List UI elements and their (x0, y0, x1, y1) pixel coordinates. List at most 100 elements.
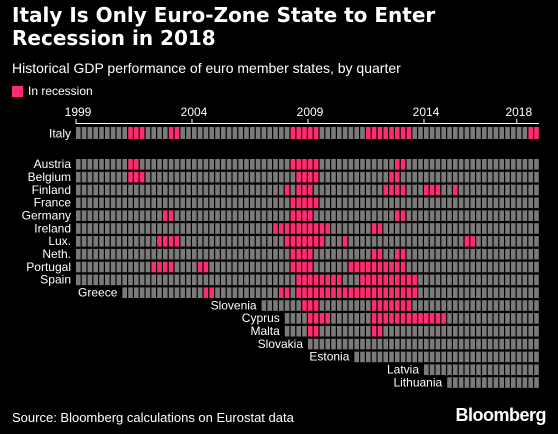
cell-growth (493, 313, 499, 324)
cell-growth (400, 223, 406, 234)
cell-growth (522, 300, 528, 311)
cell-recession (395, 248, 400, 260)
cell-growth (429, 300, 435, 311)
cell-growth (221, 287, 226, 298)
cell-growth (476, 236, 481, 247)
cell-growth (105, 236, 110, 247)
cell-growth (186, 184, 191, 196)
cell-growth (110, 236, 116, 247)
cell-growth (134, 184, 139, 196)
cell-growth (453, 159, 458, 170)
cell-growth (186, 210, 191, 221)
cell-growth (406, 248, 412, 260)
cell-growth (458, 159, 464, 170)
cell-growth (389, 351, 394, 363)
cell-growth (180, 159, 185, 170)
cell-growth (221, 236, 226, 247)
cell-recession (377, 300, 383, 311)
cell-growth (81, 261, 87, 273)
cell-recession (319, 274, 325, 286)
cell-growth (116, 261, 122, 273)
cell-growth (395, 197, 400, 209)
cell-recession (313, 313, 319, 324)
cell-growth (476, 287, 481, 298)
cell-growth (145, 171, 151, 183)
cell-growth (476, 159, 481, 170)
cell-growth (406, 236, 412, 247)
cell-growth (197, 184, 203, 196)
cell-growth (528, 313, 533, 324)
cell-growth (487, 171, 493, 183)
cell-growth (273, 236, 278, 247)
cell-recession (313, 159, 319, 170)
cell-growth (458, 236, 464, 247)
cell-recession (389, 274, 394, 286)
cell-growth (81, 184, 87, 196)
cell-growth (348, 248, 354, 260)
cell-recession (424, 313, 429, 324)
cell-growth (487, 351, 493, 363)
chart-subtitle: Historical GDP performance of euro membe… (12, 60, 401, 76)
cell-growth (226, 236, 232, 247)
cell-recession (406, 300, 412, 311)
row-malta: Malta (250, 324, 539, 338)
cell-growth (186, 248, 191, 260)
cell-growth (163, 248, 168, 260)
cell-recession (389, 127, 394, 139)
cell-growth (110, 159, 116, 170)
cell-growth (435, 338, 441, 350)
cell-recession (308, 300, 313, 311)
cell-growth (534, 223, 539, 234)
cell-growth (180, 171, 185, 183)
cell-recession (319, 287, 325, 298)
cell-recession (377, 274, 383, 286)
cell-growth (458, 210, 464, 221)
cell-growth (250, 236, 255, 247)
cell-growth (232, 236, 238, 247)
cell-growth (203, 274, 209, 286)
cell-growth (447, 159, 452, 170)
row-label: Slovakia (258, 337, 304, 351)
cell-growth (522, 159, 528, 170)
cell-growth (128, 261, 133, 273)
cell-growth (377, 159, 383, 170)
cell-growth (308, 338, 313, 350)
cell-growth (99, 159, 104, 170)
cell-recession (429, 313, 435, 324)
cell-growth (482, 364, 487, 376)
cell-growth (429, 197, 435, 209)
cell-growth (93, 236, 98, 247)
cell-growth (505, 248, 510, 260)
cell-growth (424, 364, 429, 376)
cell-growth (482, 338, 487, 350)
cell-growth (337, 127, 342, 139)
cell-growth (81, 171, 87, 183)
cell-recession (284, 223, 290, 234)
cell-growth (453, 351, 458, 363)
cell-growth (163, 184, 168, 196)
cell-growth (221, 159, 226, 170)
cell-growth (476, 338, 481, 350)
cell-recession (325, 274, 330, 286)
cell-growth (534, 300, 539, 311)
cell-growth (232, 159, 238, 170)
cell-recession (290, 236, 296, 247)
cell-growth (458, 351, 464, 363)
cell-growth (337, 159, 342, 170)
cell-growth (151, 184, 156, 196)
cell-growth (418, 184, 423, 196)
cell-growth (447, 236, 452, 247)
cell-recession (313, 197, 319, 209)
cell-growth (395, 236, 400, 247)
row-label: Greece (78, 286, 118, 300)
cell-growth (516, 364, 522, 376)
cell-growth (447, 313, 452, 324)
cell-growth (313, 338, 319, 350)
cell-growth (534, 184, 539, 196)
cell-growth (371, 351, 377, 363)
cell-growth (81, 236, 87, 247)
cell-growth (180, 223, 185, 234)
cell-recession (389, 261, 394, 273)
cell-growth (180, 287, 185, 298)
cell-recession (174, 236, 180, 247)
